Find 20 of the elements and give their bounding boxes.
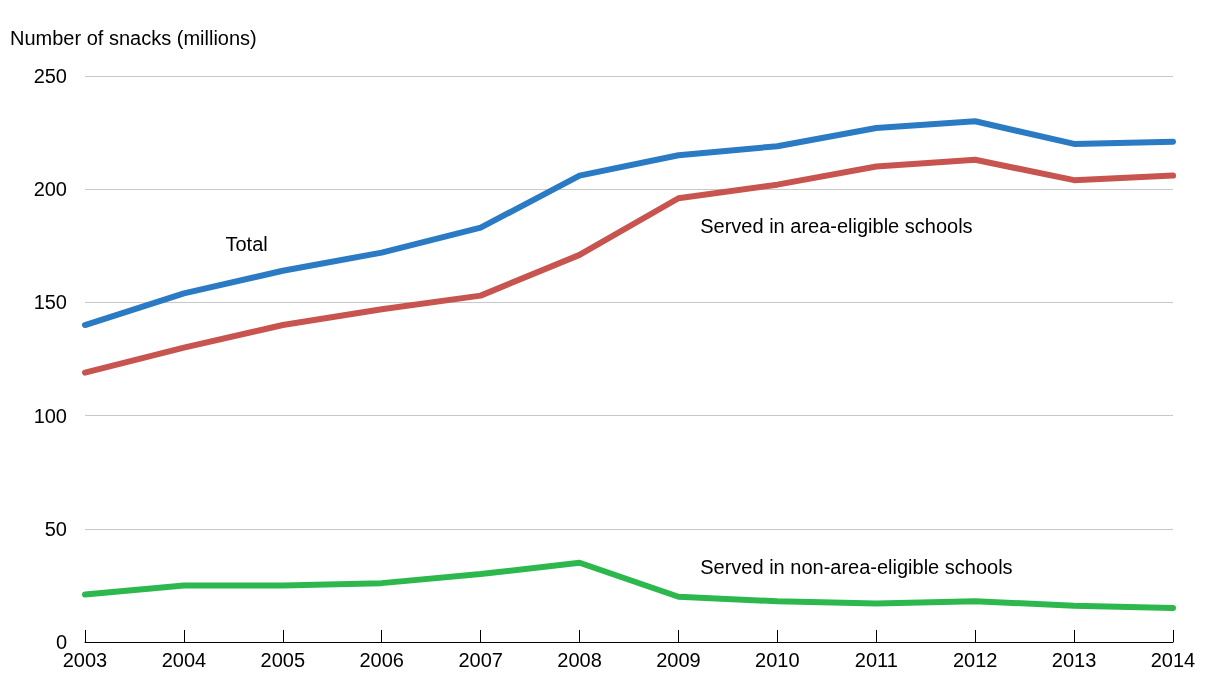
- series-label: Served in area-eligible schools: [700, 215, 973, 238]
- y-tick-label: 250: [33, 65, 67, 87]
- x-tick-label: 2006: [359, 649, 404, 671]
- series-label: Served in non-area-eligible schools: [700, 555, 1013, 578]
- x-tick-label: 2010: [755, 649, 800, 671]
- x-tick-label: 2014: [1150, 649, 1196, 671]
- x-tick-label: 2011: [854, 649, 898, 671]
- x-tick-label: 2012: [952, 649, 998, 671]
- x-tick-label: 2004: [161, 649, 207, 671]
- y-tick-label: 50: [44, 517, 67, 540]
- x-tick-label: 2008: [557, 649, 602, 671]
- x-tick-label: 2007: [458, 649, 503, 671]
- y-tick-label: 100: [33, 404, 67, 427]
- series-label: Total: [225, 232, 268, 255]
- y-axis-title: Number of snacks (millions): [10, 27, 257, 49]
- x-tick-label: 2013: [1051, 649, 1097, 671]
- y-tick-label: 200: [33, 178, 67, 201]
- x-tick-label: 2005: [260, 649, 306, 671]
- x-tick-label: 2009: [656, 649, 701, 671]
- y-tick-label: 150: [33, 291, 67, 314]
